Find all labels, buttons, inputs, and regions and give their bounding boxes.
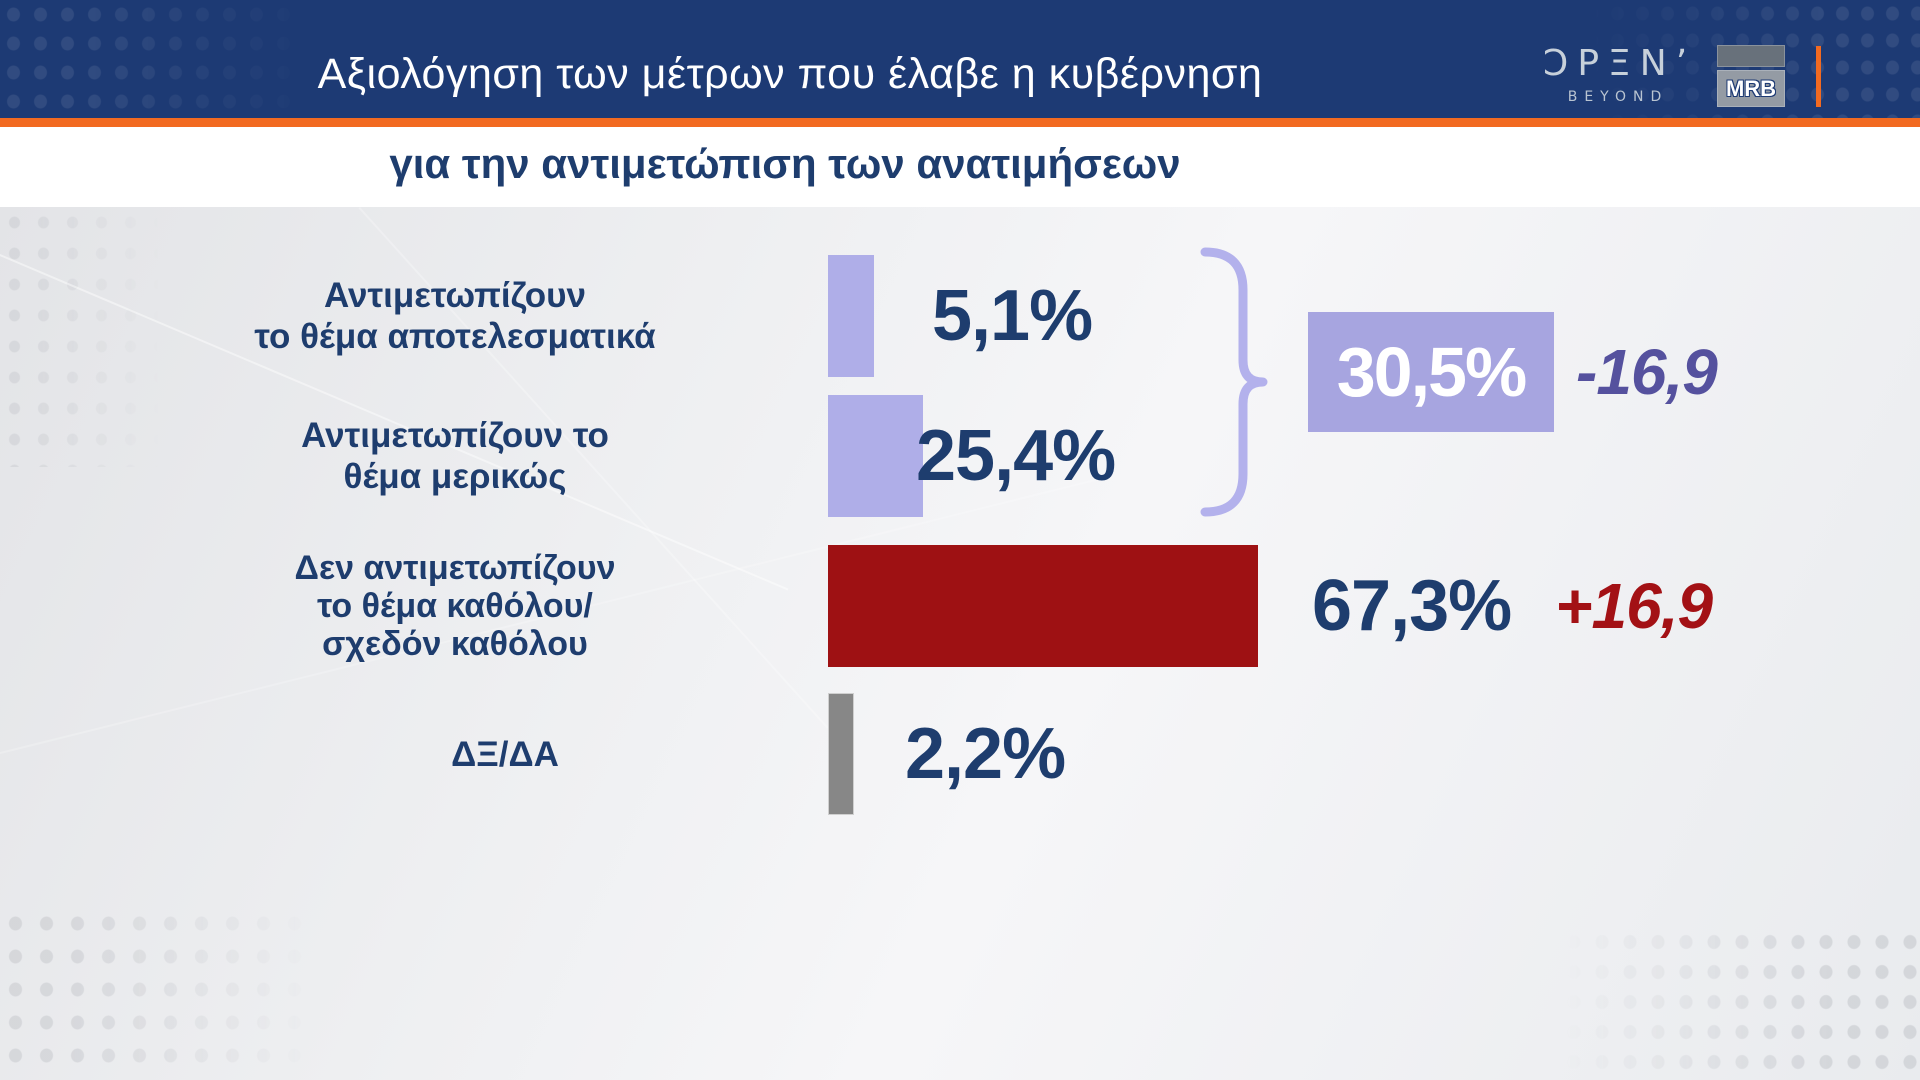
bar-dont-know <box>828 693 854 815</box>
bar-effectively <box>828 255 874 377</box>
change-down-annotation: -16,9 <box>1576 336 1718 408</box>
row-label-line: σχεδόν καθόλου <box>322 625 588 663</box>
orange-accent-stripe <box>0 118 1920 127</box>
row-label-line: το θέμα αποτελεσματικά <box>254 317 656 356</box>
bar-not-at-all <box>828 545 1258 667</box>
open-logo-wordmark: ƆPΞN’ <box>1543 43 1697 84</box>
open-tv-logo: ƆPΞN’ BEYOND <box>1543 43 1697 106</box>
background-dots-top-left <box>0 207 160 467</box>
row-label-line: Αντιμετωπίζουν το <box>301 416 609 455</box>
row-label-partially: Αντιμετωπίζουν το θέμα μερικώς <box>220 395 690 517</box>
mrb-logo-text-block: MRB <box>1717 70 1785 107</box>
row-label-line: ΔΞ/ΔΑ <box>451 734 559 774</box>
row-label-effectively: Αντιμετωπίζουν το θέμα αποτελεσματικά <box>220 255 690 377</box>
grouping-brace <box>1200 247 1268 517</box>
background-dots-bottom-left <box>0 907 320 1080</box>
summary-total-box: 30,5% <box>1308 312 1554 432</box>
row-label-not-at-all: Δεν αντιμετωπίζουν το θέμα καθόλου/ σχεδ… <box>220 545 690 667</box>
page-subtitle: για την αντιμετώπιση των ανατιμήσεων <box>389 140 1181 187</box>
row-label-dont-know: ΔΞ/ΔΑ <box>270 693 740 815</box>
subtitle-band: για την αντιμετώπιση των ανατιμήσεων <box>0 127 1920 207</box>
open-logo-tagline: BEYOND <box>1567 89 1669 105</box>
bar-chart: Αντιμετωπίζουν το θέμα αποτελεσματικά Αν… <box>0 207 1920 1080</box>
value-label-not-at-all: 67,3% +16,9 <box>1312 545 1713 667</box>
bar-partially <box>828 395 923 517</box>
header: Αξιολόγηση των μέτρων που έλαβε η κυβέρν… <box>0 0 1920 118</box>
value-label-partially: 25,4% <box>916 416 1116 496</box>
page-title: Αξιολόγηση των μέτρων που έλαβε η κυβέρν… <box>317 50 1263 98</box>
value-label-dont-know: 2,2% <box>905 714 1066 794</box>
mrb-logo-top-block <box>1717 45 1785 67</box>
value-label-effectively: 5,1% <box>932 276 1093 356</box>
mrb-logo-text: MRB <box>1725 75 1777 101</box>
row-label-line: το θέμα καθόλου/ <box>317 587 593 625</box>
background-dots-bottom-right <box>1560 927 1920 1080</box>
row-label-line: Δεν αντιμετωπίζουν <box>294 549 616 587</box>
value-text: 67,3% <box>1312 566 1512 646</box>
row-label-line: Αντιμετωπίζουν <box>324 276 586 315</box>
change-up-annotation: +16,9 <box>1555 570 1713 642</box>
mrb-logo: MRB <box>1717 45 1785 107</box>
row-label-line: θέμα μερικώς <box>343 457 567 496</box>
orange-divider-line <box>1816 46 1821 107</box>
